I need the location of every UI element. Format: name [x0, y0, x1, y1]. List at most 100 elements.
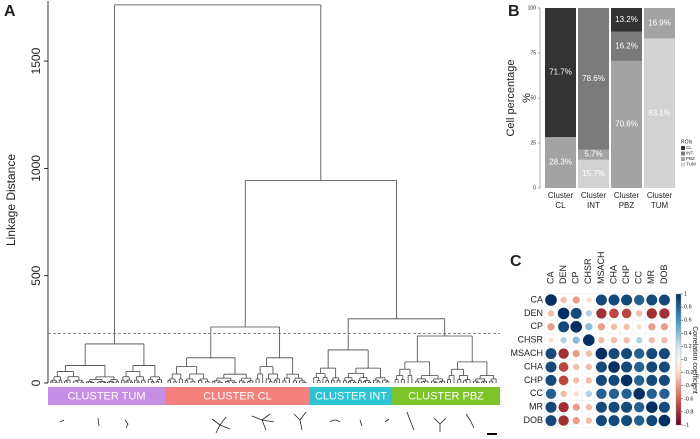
panel-letter: B — [508, 3, 520, 20]
row-label: CP — [530, 321, 543, 331]
cluster-band — [165, 387, 310, 405]
legend-label: PBZ — [686, 156, 695, 161]
correlation-dot — [634, 415, 645, 426]
correlation-dot — [545, 348, 557, 360]
colorbar-tick-label: -0.4 — [684, 383, 693, 389]
correlation-dot — [596, 388, 607, 399]
value-label: 70.6% — [615, 120, 638, 129]
column-label: DEN — [558, 265, 568, 284]
correlation-dot — [570, 307, 582, 319]
colorbar-tick-label: 0.4 — [684, 331, 692, 337]
row-label: MSACH — [510, 348, 543, 358]
correlation-dot — [646, 388, 657, 399]
cell-sketches — [59, 411, 475, 434]
correlation-dot — [572, 416, 580, 425]
correlation-dot — [560, 390, 567, 397]
column-label: CP — [571, 271, 581, 284]
correlation-dot — [558, 362, 569, 372]
colorbar-tick-label: 0.2 — [684, 344, 692, 350]
correlation-dot — [595, 374, 607, 386]
correlation-dot — [595, 401, 607, 413]
correlation-dot — [621, 415, 633, 427]
correlation-dot — [610, 323, 618, 330]
correlation-dot — [608, 361, 620, 373]
correlation-dot — [621, 388, 632, 399]
colorbar-tick-label: 0.8 — [684, 305, 692, 311]
correlation-dot — [658, 294, 670, 306]
correlation-dot — [585, 363, 592, 371]
correlation-dot — [608, 294, 620, 306]
correlation-dot — [595, 361, 607, 373]
column-label: CC — [634, 271, 644, 284]
bar-segment — [545, 137, 576, 188]
correlation-dot — [585, 310, 592, 317]
correlation-dot — [646, 294, 658, 306]
y-tick-label: 25 — [530, 140, 536, 146]
correlation-dot — [633, 388, 645, 400]
value-label: 13.2% — [615, 15, 638, 24]
colorbar-tick-label: 0.6 — [684, 318, 692, 324]
correlation-dot — [597, 323, 606, 331]
correlation-dot — [596, 308, 607, 319]
correlation-dot — [658, 374, 670, 386]
correlation-dot — [609, 308, 619, 319]
row-label: DOB — [523, 415, 543, 425]
panel-letter: C — [510, 253, 522, 270]
correlation-dot — [634, 348, 645, 359]
bar-segment — [611, 60, 642, 188]
correlation-dot — [636, 337, 643, 344]
cluster-band — [48, 387, 165, 405]
correlation-dot — [572, 296, 580, 304]
correlation-dot — [585, 350, 592, 357]
correlation-dot — [660, 323, 669, 331]
y-tick-label: 0 — [29, 379, 43, 386]
correlation-dot — [572, 336, 580, 344]
correlation-dot — [558, 402, 569, 413]
x-tick-label: Cluster CL — [547, 191, 574, 210]
correlation-dot — [623, 323, 630, 330]
correlation-dot — [648, 323, 656, 331]
legend-title: ROIs — [681, 139, 693, 145]
correlation-dot — [658, 348, 670, 360]
colorbar-tick-label: -0.8 — [684, 409, 693, 415]
correlation-dot — [623, 337, 630, 344]
bar-segment — [611, 31, 642, 61]
x-tick-label: Cluster PBZ — [613, 191, 640, 210]
cluster-label: CLUSTER CL — [203, 390, 271, 402]
correlation-dot — [595, 347, 608, 360]
correlation-dot — [572, 349, 580, 358]
correlation-dot — [636, 324, 642, 330]
y-axis-unit: % — [521, 93, 533, 103]
correlation-dot — [620, 374, 633, 387]
cluster-label: CLUSTER INT — [315, 390, 387, 402]
column-label: DOB — [659, 264, 669, 284]
correlation-dot — [585, 390, 592, 397]
correlation-dot — [608, 401, 620, 413]
correlation-dot — [545, 401, 557, 413]
correlation-dot — [557, 307, 570, 320]
correlation-dot — [621, 361, 633, 373]
correlation-dot — [585, 417, 592, 424]
value-label: 5.7% — [584, 150, 602, 159]
cluster-band — [392, 387, 500, 405]
legend-swatch — [681, 151, 685, 156]
value-label: 83.1% — [648, 108, 671, 117]
correlation-dot — [608, 388, 620, 399]
row-label: CC — [530, 388, 543, 398]
value-label: 78.6% — [582, 74, 605, 83]
row-label: CHA — [524, 361, 543, 371]
cluster-band — [310, 387, 392, 405]
correlation-dot — [634, 375, 645, 386]
correlation-dot — [621, 348, 633, 360]
value-label: 71.7% — [549, 68, 572, 77]
correlation-dot — [646, 401, 658, 414]
legend-swatch — [681, 146, 685, 150]
x-tick-label: Cluster TUM — [646, 191, 673, 210]
correlation-dot — [646, 361, 658, 373]
value-label: 16.2% — [615, 41, 638, 50]
bar-segment — [644, 38, 675, 188]
column-label: MR — [646, 270, 656, 284]
colorbar — [675, 293, 682, 426]
bar-segment — [578, 8, 609, 150]
